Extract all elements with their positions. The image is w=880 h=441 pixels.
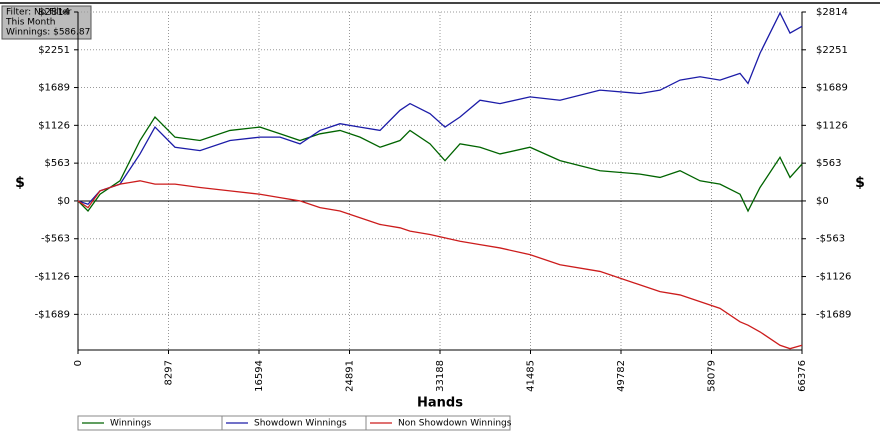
y2-tick-label: $2251 — [816, 45, 848, 56]
y-tick-label: $1126 — [38, 120, 70, 131]
legend-label: Winnings — [110, 419, 152, 429]
y-tick-label: -$563 — [41, 234, 70, 245]
y-tick-label: $0 — [57, 196, 70, 207]
x-tick-label: 66376 — [797, 360, 808, 392]
info-line: This Month — [5, 18, 55, 28]
data-line — [77, 115, 803, 213]
x-tick-label: 0 — [73, 360, 84, 366]
x-tick-label: 24891 — [345, 360, 356, 392]
x-tick-label: 33188 — [435, 360, 446, 392]
y-tick-label: -$1689 — [35, 309, 70, 320]
y2-tick-label: $1689 — [816, 83, 848, 94]
y2-tick-label: -$563 — [816, 234, 845, 245]
y-tick-label: -$1126 — [35, 272, 70, 283]
y2-tick-label: $1126 — [816, 120, 848, 131]
y2-axis-title: $ — [855, 175, 865, 191]
x-tick-label: 58079 — [707, 360, 718, 392]
info-line: Filter: No Filter — [6, 8, 72, 18]
y-tick-label: $2814 — [38, 7, 70, 18]
y2-tick-label: $0 — [816, 196, 829, 207]
y2-tick-label: -$1126 — [816, 272, 851, 283]
y2-tick-label: -$1689 — [816, 309, 851, 320]
x-tick-label: 16594 — [254, 360, 265, 392]
y-axis-title: $ — [15, 175, 25, 191]
legend-box — [77, 415, 511, 431]
x-tick-label: 41485 — [526, 360, 537, 392]
y-tick-label: $2251 — [38, 45, 70, 56]
y-tick-label: $1689 — [38, 83, 70, 94]
y2-tick-label: $2814 — [816, 7, 848, 18]
data-line — [77, 180, 803, 350]
x-axis-title: Hands — [417, 396, 463, 411]
legend-label: Showdown Winnings — [254, 419, 347, 429]
x-tick-label: 49782 — [616, 360, 627, 392]
y-tick-label: $563 — [45, 158, 70, 169]
data-line — [77, 11, 803, 206]
y2-tick-label: $563 — [816, 158, 841, 169]
legend-label: Non Showdown Winnings — [398, 419, 512, 429]
x-tick-label: 8297 — [164, 360, 175, 385]
info-line: Winnings: $586.87 — [6, 28, 90, 38]
